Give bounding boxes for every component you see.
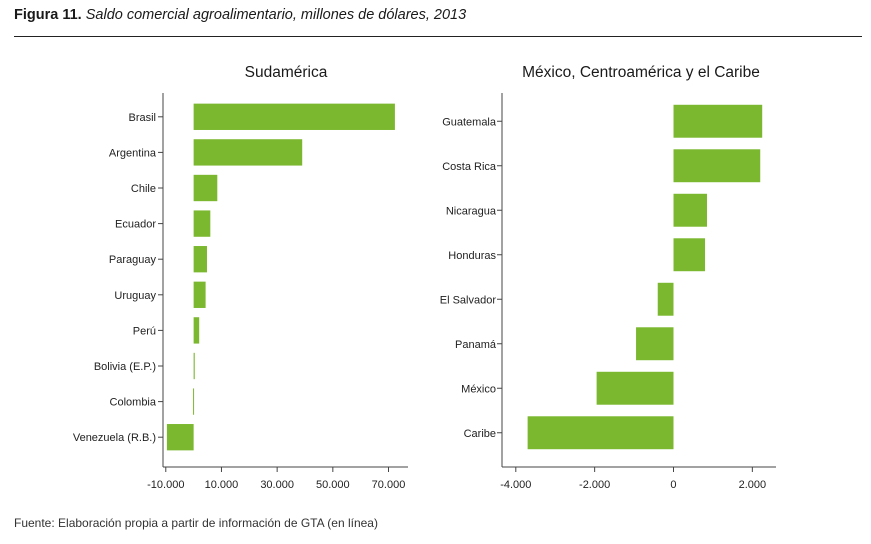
mca-category-label-5: Panamá (455, 339, 497, 351)
figure-label: Figura 11. (14, 7, 82, 23)
mca-bar-6 (596, 371, 674, 405)
chart-mexico-centroamerica-caribe-svg: México, Centroamérica y el Caribe Guatema… (440, 64, 776, 491)
mca-category-label-1: Costa Rica (442, 161, 497, 173)
sudamerica-category-label-7: Bolivia (E.P.) (94, 361, 156, 373)
sudamerica-category-label-3: Ecuador (115, 219, 156, 231)
mca-tick-label-0: -4.000 (500, 479, 531, 491)
figure-title-text: Saldo comercial agroalimentario, millone… (85, 7, 467, 23)
title-rule (14, 36, 862, 37)
sudamerica-category-label-8: Colombia (110, 397, 157, 409)
mca-category-label-0: Guatemala (442, 116, 497, 128)
mca-tick-label-3: 2.000 (739, 479, 767, 491)
mca-category-label-4: El Salvador (440, 294, 497, 306)
sudamerica-category-label-1: Argentina (109, 147, 157, 159)
sudamerica-category-label-2: Chile (131, 183, 156, 195)
mca-bar-3 (673, 238, 706, 272)
sudamerica-bar-1 (193, 139, 303, 166)
mca-category-label-6: México (461, 383, 496, 395)
chart-mexico-centroamerica-caribe: México, Centroamérica y el Caribe Guatema… (430, 0, 871, 505)
sudamerica-bar-8 (193, 388, 195, 415)
sudamerica-title: Sudamérica (245, 64, 328, 81)
sudamerica-category-label-6: Perú (133, 325, 156, 337)
sudamerica-tick-label-3: 50.000 (316, 479, 350, 491)
sudamerica-tick-label-4: 70.000 (372, 479, 406, 491)
sudamerica-tick-label-2: 30.000 (260, 479, 294, 491)
mca-category-label-3: Honduras (448, 250, 496, 262)
mca-bar-4 (657, 282, 674, 316)
sudamerica-bar-0 (193, 103, 395, 130)
source-note: Fuente: Elaboración propia a partir de i… (14, 516, 378, 530)
sudamerica-bar-9 (166, 424, 194, 451)
mca-title: México, Centroamérica y el Caribe (522, 64, 760, 81)
sudamerica-bar-6 (193, 317, 200, 344)
sudamerica-bar-3 (193, 210, 211, 237)
mca-tick-label-2: 0 (670, 479, 676, 491)
sudamerica-tick-label-0: -10.000 (147, 479, 184, 491)
sudamerica-tick-label-1: 10.000 (205, 479, 239, 491)
sudamerica-category-label-9: Venezuela (R.B.) (73, 432, 156, 444)
sudamerica-category-label-0: Brasil (128, 112, 156, 124)
chart-sudamerica-svg: Sudamérica Brasil Argentina Chile Ecuador Par… (73, 64, 408, 491)
chart-sudamerica: Sudamérica Brasil Argentina Chile Ecuador Par… (0, 0, 430, 505)
sudamerica-bar-2 (193, 174, 218, 202)
mca-bar-1 (673, 149, 761, 183)
mca-bar-7 (527, 416, 674, 450)
figure-title: Figura 11. Saldo comercial agroalimentar… (14, 7, 466, 23)
mca-bar-2 (673, 193, 708, 227)
sudamerica-bar-4 (193, 246, 207, 273)
mca-tick-label-1: -2.000 (579, 479, 610, 491)
sudamerica-bar-7 (193, 352, 195, 380)
mca-bar-5 (636, 327, 674, 361)
sudamerica-category-label-4: Paraguay (109, 254, 157, 266)
mca-category-label-7: Caribe (464, 428, 496, 440)
mca-bar-0 (673, 104, 763, 138)
mca-category-label-2: Nicaragua (446, 205, 497, 217)
sudamerica-bar-5 (193, 281, 206, 308)
sudamerica-category-label-5: Uruguay (114, 290, 156, 302)
